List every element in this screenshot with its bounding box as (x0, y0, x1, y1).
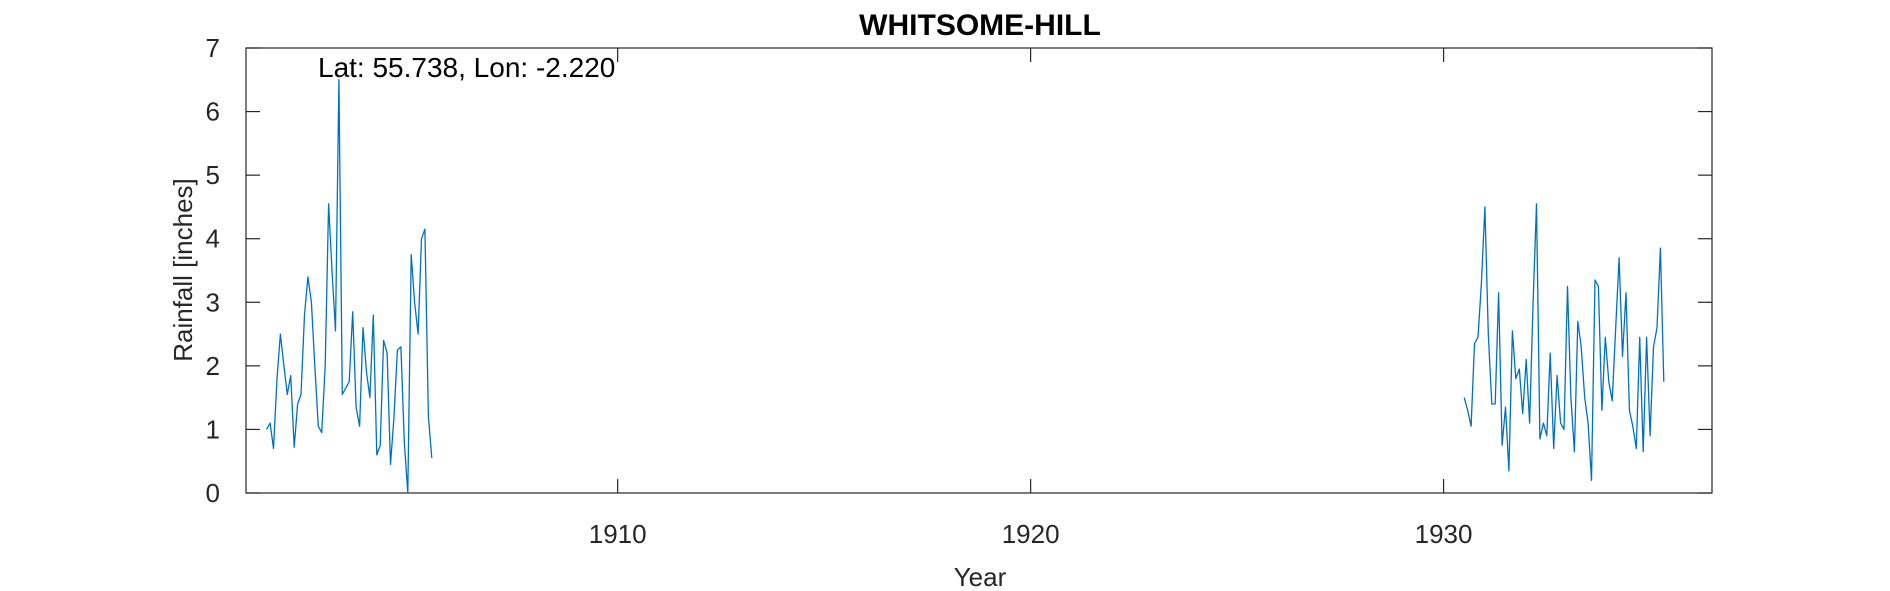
rainfall-series (266, 79, 1665, 494)
y-tick-label: 5 (206, 160, 220, 190)
chart-title: WHITSOME-HILL (859, 9, 1101, 42)
rainfall-line-segment (266, 79, 433, 494)
y-tick-label: 2 (206, 351, 220, 381)
y-tick-label: 0 (206, 478, 220, 508)
x-tick-label: 1920 (1002, 519, 1060, 549)
y-tick-label: 3 (206, 287, 220, 317)
x-tick-label: 1930 (1415, 519, 1473, 549)
plot-area-box (245, 47, 1713, 494)
x-tick-label: 1910 (589, 519, 647, 549)
y-tick-label: 6 (206, 97, 220, 127)
y-tick-label: 1 (206, 414, 220, 444)
location-annotation: Lat: 55.738, Lon: -2.220 (318, 52, 615, 83)
y-axis-label: Rainfall [inches] (168, 178, 198, 362)
y-tick-label: 7 (206, 33, 220, 63)
y-tick-label: 4 (206, 224, 220, 254)
x-axis: 1910 1920 1930 (589, 48, 1473, 549)
rainfall-line-segment (1463, 203, 1665, 481)
x-axis-label: Year (954, 562, 1007, 591)
y-axis: 0 1 2 3 4 5 6 7 (206, 33, 1712, 508)
